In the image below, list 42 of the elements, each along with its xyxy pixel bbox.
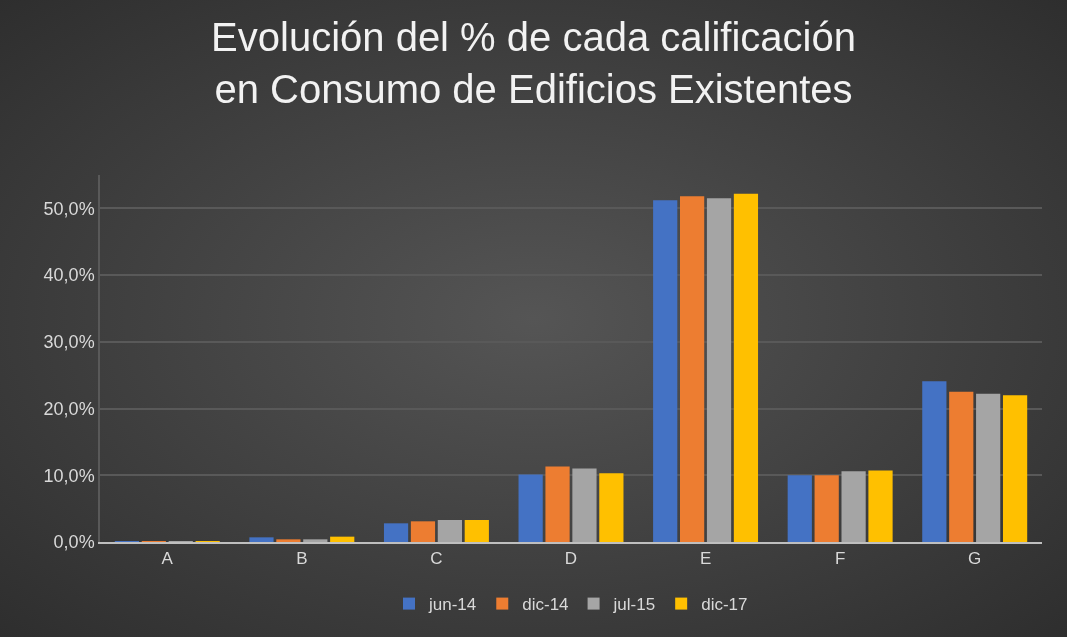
x-tick-label: D [564,549,578,569]
y-tick-label: 30,0% [43,332,95,353]
bar [545,466,570,542]
y-tick-label: 50,0% [43,198,95,219]
bar [330,536,355,542]
legend-label: jun-14 [428,595,477,615]
bar [249,537,274,542]
bar [841,471,866,542]
bar [383,523,409,542]
y-tick-label: 20,0% [43,398,95,419]
bar [733,193,759,542]
bar [572,468,597,542]
bar [276,539,301,542]
bar [303,539,328,542]
x-tick-label: B [296,549,308,569]
legend-label: dic-17 [701,595,748,615]
bar [599,473,624,542]
bar [976,393,1001,542]
bar [464,519,489,542]
bar [653,200,678,542]
legend-label: dic-14 [522,595,569,615]
bar [680,196,705,542]
x-tick-label: E [699,549,712,569]
y-tick-label: 40,0% [43,265,95,286]
bar [787,475,812,542]
bar [922,381,947,542]
x-tick-label: C [430,549,443,569]
bar [437,519,462,542]
y-tick-label: 10,0% [43,465,95,486]
bar [814,475,839,542]
bar [949,391,974,542]
bar [1002,395,1028,542]
x-tick-label: F [834,549,846,569]
bar [410,521,436,542]
bar [706,198,732,542]
x-tick-label: G [968,549,982,569]
bar [868,470,893,542]
y-tick-label: 0,0% [53,532,95,553]
chart-title: Evolución del % de cada calificación en Consumo de Edificios Existentes [211,14,856,111]
bar [518,474,543,542]
legend-label: jul-15 [612,595,656,615]
x-tick-label: A [161,549,174,569]
